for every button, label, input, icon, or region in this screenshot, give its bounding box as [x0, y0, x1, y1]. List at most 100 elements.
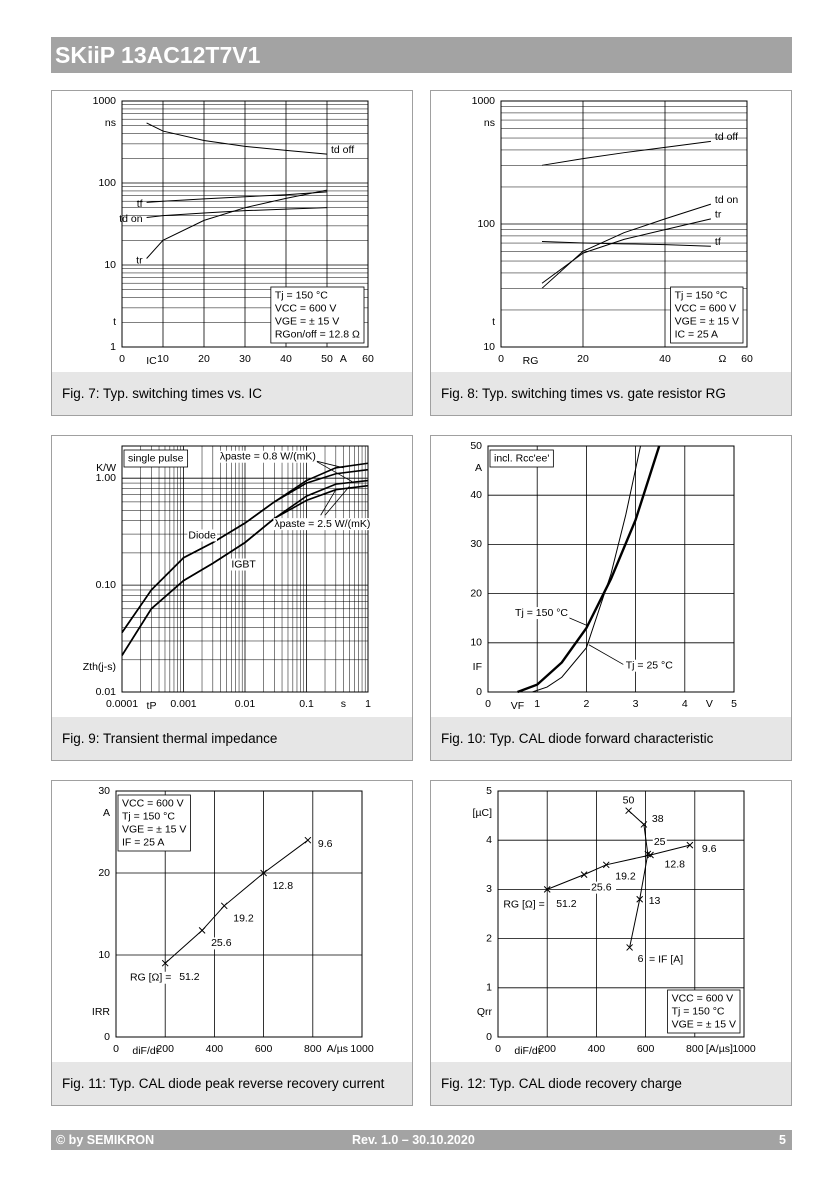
y-tick-label: 1.00 [96, 472, 117, 484]
x-tick-label: 40 [659, 353, 671, 365]
y-tick-label: 10 [104, 259, 116, 271]
y-axis-unit: ns [105, 117, 116, 129]
y-tick-label: 20 [470, 587, 482, 599]
note-frame [270, 286, 365, 344]
point-label: 12.8 [273, 880, 294, 892]
y-tick-label: 30 [470, 538, 482, 550]
note-box: incl. Rcc'ee' [489, 449, 554, 468]
chart: 0.01 0.10 1.00 0.0001 0.001 0.01 0.1 1 K/W Zth(j-… [83, 445, 372, 712]
note-line: VGE = ± 15 V [275, 315, 339, 327]
x-tick-label: 50 [321, 353, 333, 365]
x-tick-label: 200 [538, 1043, 556, 1055]
annotation: RG [Ω] = [503, 898, 544, 910]
label-bg [218, 450, 317, 463]
x-axis-unit: V [706, 698, 713, 710]
x-axis-unit: A/µs [327, 1043, 348, 1055]
note-line: VCC = 600 V [275, 302, 337, 314]
x-axis-label: RG [523, 355, 539, 367]
x-tick-label: 2 [583, 698, 589, 710]
y-axis-label: IRR [92, 1006, 111, 1018]
curve [146, 207, 328, 218]
curve [164, 839, 309, 964]
y-axis-unit: ns [484, 117, 495, 129]
x-axis-unit: [A/µs] [706, 1043, 733, 1055]
y-tick-label: 30 [98, 785, 110, 797]
y-tick-label: 20 [98, 867, 110, 879]
y-tick-label: 1 [110, 341, 116, 353]
y-axis-unit: K/W [96, 462, 116, 474]
curve [541, 140, 711, 166]
point-label: 19.2 [233, 913, 254, 925]
curve-label: td off [331, 144, 354, 156]
plot-frame [121, 100, 369, 348]
x-axis-label: IC [146, 355, 157, 367]
y-tick-label: 50 [470, 440, 482, 452]
curve-label: td on [715, 194, 739, 206]
curve-label: tf [715, 236, 721, 248]
y-tick-label: 10 [98, 949, 110, 961]
x-tick-label: 40 [280, 353, 292, 365]
x-tick-label: 1 [365, 698, 371, 710]
point-marker [198, 927, 206, 934]
y-tick-label: 0.10 [96, 579, 117, 591]
label-bg [502, 898, 546, 911]
note-line: VCC = 600 V [122, 797, 184, 809]
point-label: 50 [623, 794, 635, 806]
note-line: Tj = 150 °C [675, 289, 728, 301]
figure-caption: Fig. 12: Typ. CAL diode recovery charge [431, 1062, 791, 1105]
y-axis-label: Zth(j-s) [83, 661, 116, 673]
point-marker [625, 807, 632, 815]
curve-label: td off [715, 131, 738, 143]
label-bg [652, 835, 667, 848]
y-tick-label: 0 [104, 1031, 110, 1043]
curve [121, 484, 369, 656]
point-label: 6 [638, 953, 644, 965]
x-axis-label: tP [147, 700, 157, 712]
plot-frame [115, 790, 363, 1038]
y-tick-label: 5 [486, 785, 492, 797]
x-tick-label: 30 [239, 353, 251, 365]
y-tick-label: 1000 [93, 95, 117, 107]
point-label: 25 [654, 836, 666, 848]
annotation: Diode [188, 529, 216, 541]
x-tick-label: 0.1 [299, 698, 314, 710]
note-line: Tj = 150 °C [275, 289, 328, 301]
point-label: 25.6 [591, 881, 612, 893]
point-marker [580, 871, 588, 878]
leader-line [320, 489, 337, 516]
document-title: SKiiP 13AC12T7V1 [55, 42, 261, 68]
curve [541, 203, 712, 289]
y-axis-unit: [µC] [473, 807, 493, 819]
copyright: © by SEMIKRON [56, 1133, 155, 1147]
label-bg [648, 953, 685, 966]
point-marker [640, 821, 648, 828]
note-line: incl. Rcc'ee' [494, 452, 549, 464]
y-axis-unit: A [475, 462, 482, 474]
x-tick-label: 600 [637, 1043, 655, 1055]
x-tick-label: 4 [682, 698, 688, 710]
label-bg [514, 607, 570, 620]
leader-line [315, 460, 344, 469]
curve [146, 189, 328, 259]
label-bg [663, 858, 690, 871]
point-marker [644, 850, 652, 858]
note-frame [489, 449, 554, 468]
point-label: 13 [649, 895, 661, 907]
revision: Rev. 1.0 – 30.10.2020 [352, 1133, 475, 1147]
note-line: VCC = 600 V [675, 302, 737, 314]
point-marker [220, 902, 228, 910]
label-bg [650, 813, 665, 826]
point-marker [260, 869, 267, 877]
y-tick-label: 4 [486, 834, 492, 846]
curve-label: tf [137, 198, 143, 210]
figure-caption: Fig. 11: Typ. CAL diode peak reverse rec… [52, 1062, 412, 1105]
x-tick-label: 400 [588, 1043, 606, 1055]
x-tick-label: 1000 [732, 1043, 756, 1055]
x-tick-label: 800 [686, 1043, 704, 1055]
note-line: IF = 25 A [122, 836, 164, 848]
x-tick-label: 20 [577, 353, 589, 365]
